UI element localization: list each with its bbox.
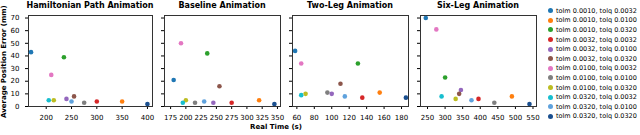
svg-text:500: 500 — [509, 114, 522, 122]
svg-text:10: 10 — [11, 90, 20, 98]
svg-text:300: 300 — [240, 114, 253, 122]
svg-text:20: 20 — [11, 77, 20, 85]
svg-text:350: 350 — [271, 114, 284, 122]
svg-text:300: 300 — [438, 114, 451, 122]
svg-text:250: 250 — [210, 114, 223, 122]
html-text:tolm 0.0032, tolq 0.0032: tolm 0.0032, tolq 0.0032 — [556, 35, 637, 44]
svg-text:0: 0 — [15, 103, 19, 111]
html-text:Real Time (s): Real Time (s) — [250, 123, 302, 131]
html-text:tolm 0.0032, tolq 0.0320: tolm 0.0032, tolq 0.0320 — [556, 54, 637, 63]
html-text:Average Position Error (mm): Average Position Error (mm) — [0, 5, 8, 118]
svg-text:300: 300 — [90, 114, 103, 122]
html-text:tolm 0.0010, tolq 0.0032: tolm 0.0010, tolq 0.0032 — [556, 6, 637, 15]
svg-text:200: 200 — [40, 114, 53, 122]
svg-text:50: 50 — [11, 40, 20, 48]
svg-text:30: 30 — [11, 65, 20, 73]
html-text:tolm 0.0320, tolq 0.0032: tolm 0.0320, tolq 0.0032 — [556, 93, 637, 102]
svg-text:350: 350 — [115, 114, 128, 122]
svg-text:80: 80 — [310, 114, 319, 122]
svg-text:275: 275 — [225, 114, 238, 122]
svg-text:60: 60 — [11, 27, 20, 35]
svg-text:160: 160 — [377, 114, 390, 122]
html-text:Two-Leg Animation: Two-Leg Animation — [307, 1, 393, 10]
svg-text:325: 325 — [255, 114, 268, 122]
svg-text:70: 70 — [11, 14, 20, 22]
svg-text:180: 180 — [395, 114, 408, 122]
html-text:tolm 0.0010, tolq 0.0320: tolm 0.0010, tolq 0.0320 — [556, 26, 637, 34]
svg-text:175: 175 — [164, 114, 177, 122]
svg-text:450: 450 — [491, 114, 504, 122]
svg-text:140: 140 — [360, 114, 373, 122]
html-text:tolm 0.0320, tolq 0.0320: tolm 0.0320, tolq 0.0320 — [556, 112, 637, 121]
html-text:Baseline Animation: Baseline Animation — [178, 1, 266, 10]
svg-text:550: 550 — [526, 114, 539, 122]
svg-text:60: 60 — [292, 114, 301, 122]
svg-text:225: 225 — [194, 114, 207, 122]
html-text:tolm 0.0100, tolq 0.0032: tolm 0.0100, tolq 0.0032 — [556, 64, 637, 73]
svg-text:350: 350 — [456, 114, 469, 122]
html-text:Hamiltonian Path Animation: Hamiltonian Path Animation — [26, 1, 154, 10]
html-text:Six-Leg Animation: Six-Leg Animation — [436, 1, 520, 10]
svg-text:400: 400 — [474, 114, 487, 122]
svg-text:40: 40 — [11, 52, 20, 60]
svg-text:250: 250 — [421, 114, 434, 122]
svg-text:200: 200 — [179, 114, 192, 122]
svg-text:100: 100 — [325, 114, 338, 122]
svg-text:250: 250 — [65, 114, 78, 122]
html-text:tolm 0.0010, tolq 0.0100: tolm 0.0010, tolq 0.0100 — [556, 16, 637, 25]
html-text:tolm 0.0032, tolq 0.0100: tolm 0.0032, tolq 0.0100 — [556, 45, 637, 54]
html-text:tolm 0.0320, tolq 0.0100: tolm 0.0320, tolq 0.0100 — [556, 102, 637, 111]
html-text:tolm 0.0100, tolq 0.0320: tolm 0.0100, tolq 0.0320 — [556, 83, 637, 92]
svg-text:400: 400 — [141, 114, 154, 122]
svg-text:120: 120 — [343, 114, 356, 122]
html-text:tolm 0.0100, tolq 0.0100: tolm 0.0100, tolq 0.0100 — [556, 74, 637, 82]
